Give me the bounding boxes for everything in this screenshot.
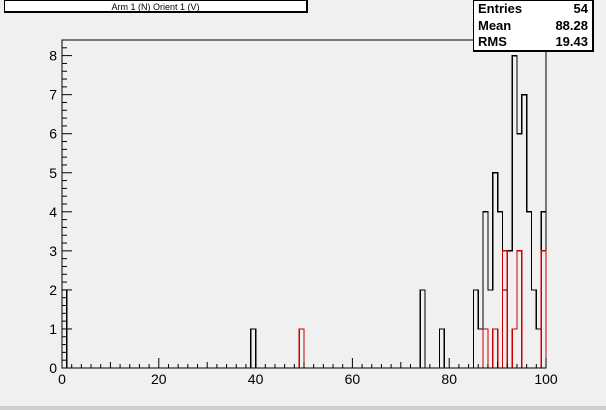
stats-value: 88.28 [555,17,588,33]
y-tick-label: 2 [49,282,57,298]
x-tick-label: 40 [248,371,264,387]
series-0-bin-9 [498,212,503,368]
x-tick-label: 80 [441,371,457,387]
y-tick-label: 5 [49,165,57,181]
series-0-bin-1 [251,329,256,368]
stats-label: Mean [478,17,512,33]
stats-value: 54 [573,1,588,16]
series-0-bin-11 [507,251,512,368]
y-tick-label: 3 [49,243,57,259]
series-1-bin-3 [502,251,507,368]
y-tick-label: 4 [49,204,57,220]
stats-label: RMS [478,34,507,49]
series-0-bin-7 [488,290,493,368]
chart-title: Arm 1 (N) Orient 1 (V) [4,0,308,13]
series-1-bin-4 [512,329,517,368]
stats-box: Entries 54 Mean 88.28 RMS 19.43 [473,0,594,52]
series-1-bin-6 [541,251,546,368]
series-0-bin-3 [440,329,445,368]
y-tick-label: 6 [49,126,57,142]
x-tick-label: 0 [58,371,66,387]
x-tick-label: 60 [345,371,361,387]
y-tick-label: 7 [49,87,57,103]
series-1-bin-0 [299,329,304,368]
plot-frame [61,39,547,369]
stats-value: 19.43 [555,34,588,49]
x-tick-label: 20 [151,371,167,387]
series-1-bin-5 [517,251,522,368]
y-tick-label: 0 [49,360,57,376]
series-0-bin-12 [512,56,517,368]
window-bottom-bar [0,406,606,410]
y-tick-label: 8 [49,48,57,64]
series-0-bin-14 [522,95,527,368]
stats-row-rms: RMS 19.43 [474,34,592,51]
series-0-bin-16 [531,290,536,368]
series-0-bin-5 [478,329,483,368]
series-0-bin-2 [420,290,425,368]
series-1-bin-1 [483,329,488,368]
y-tick-label: 1 [49,321,57,337]
series-1-bin-2 [493,329,498,368]
stats-label: Entries [478,1,523,16]
stats-row-mean: Mean 88.28 [474,18,592,35]
series-0-bin-17 [536,329,541,368]
x-tick-label: 100 [534,371,558,387]
stats-row-entries: Entries 54 [474,1,592,18]
series-0-bin-4 [473,290,478,368]
series-0-bin-15 [527,212,532,368]
